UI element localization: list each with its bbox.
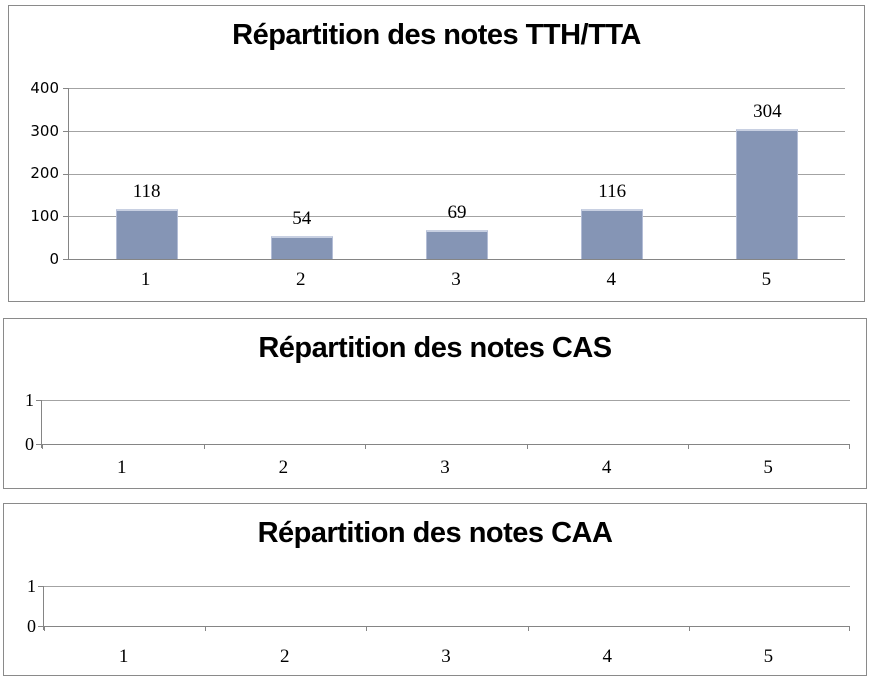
chart-panel-tth-tta: Répartition des notes TTH/TTA 400 300 20… [8,5,865,302]
x-axis-label: 3 [451,269,461,290]
x-axis-label: 4 [601,457,612,478]
x-axis-tick [688,626,690,631]
chart-title-tth-tta: Répartition des notes TTH/TTA [232,19,641,51]
y-axis-tick [38,626,43,627]
x-axis-label: 3 [441,646,451,667]
y-axis-line-end [43,626,44,630]
x-axis-label: 1 [118,646,129,667]
y-axis-tick [63,173,68,175]
bar-note-3 [425,229,488,259]
x-axis-tick [688,444,690,449]
y-axis-tick [36,400,41,401]
bar-value-label-4: 116 [598,181,627,203]
y-axis-label-1: 1 [25,390,34,410]
y-axis-label-0: 0 [25,434,34,454]
bar-value-label-3: 69 [447,201,467,223]
gridline-400 [69,88,845,89]
x-axis-tick [203,444,205,449]
plot-area-cas [36,400,850,449]
y-axis-tick [38,586,43,587]
y-axis-tick [36,444,41,445]
x-axis-label: 5 [763,646,774,667]
y-axis-tick [63,216,68,218]
x-axis-label: 3 [440,457,450,478]
y-axis-label-0: 0 [49,250,59,268]
bar-slot-5: 304 [690,88,845,259]
bar-note-4 [581,209,644,259]
x-axis-tick [849,626,850,631]
y-axis-tick [63,88,68,89]
x-axis-tick [366,626,368,631]
x-axis-label: 5 [761,269,772,290]
chart-panel-cas: Répartition des notes CAS 1 0 1 2 3 4 5 [3,318,867,489]
bar-value-label-1: 118 [132,180,161,202]
x-axis-tick [526,444,528,449]
x-axis-tick [365,444,367,449]
y-axis-label-200: 200 [30,164,59,182]
y-axis-label-1: 1 [27,576,36,596]
y-axis-label-0: 0 [27,616,36,636]
x-axis-label: 1 [117,457,127,478]
plot-area-tth-tta: 118 54 69 116 304 [63,88,845,260]
chart-title-cas: Répartition des notes CAS [258,332,612,364]
bar-note-2 [270,235,333,259]
y-axis-label-300: 300 [30,122,59,140]
x-axis-tick [42,444,43,449]
x-axis-tick [44,626,45,631]
chart-title-caa: Répartition des notes CAA [257,517,613,549]
gridline-100 [69,216,845,218]
gridline-200 [69,173,845,175]
bar-value-label-5: 304 [753,101,782,123]
x-axis-label: 4 [606,269,616,290]
x-axis-label: 2 [296,269,306,290]
bar-slot-1: 118 [69,88,224,259]
y-axis-tick [63,130,68,132]
y-axis-line-end [41,444,42,448]
x-axis-label: 4 [602,646,612,667]
y-axis-label-400: 400 [30,79,59,97]
x-axis-labels-cas: 1 2 3 4 5 [41,457,849,479]
x-axis-labels-caa: 1 2 3 4 5 [43,646,849,668]
x-axis-labels-tth-tta: 1 2 3 4 5 [68,269,844,291]
chart-panel-caa: Répartition des notes CAA 1 0 1 2 3 4 5 [3,503,867,676]
bar-slot-3: 69 [379,88,534,259]
x-axis-label: 2 [280,646,290,667]
gridline-300 [69,130,845,132]
x-axis-tick [849,444,850,449]
bar-slot-4: 116 [535,88,690,259]
y-axis-tick [63,259,68,260]
gridline-1 [44,586,850,587]
x-axis-label: 5 [763,457,773,478]
bar-note-5 [736,129,799,259]
x-axis-label: 2 [278,457,289,478]
plot-area-caa [38,586,850,631]
x-axis-tick [527,626,529,631]
gridline-1 [42,400,850,401]
bar-value-label-2: 54 [292,207,312,229]
x-axis-label: 1 [140,269,151,290]
y-axis-label-100: 100 [30,207,59,225]
bar-slot-2: 54 [224,88,379,259]
x-axis-tick [205,626,207,631]
bar-note-1 [115,208,178,259]
